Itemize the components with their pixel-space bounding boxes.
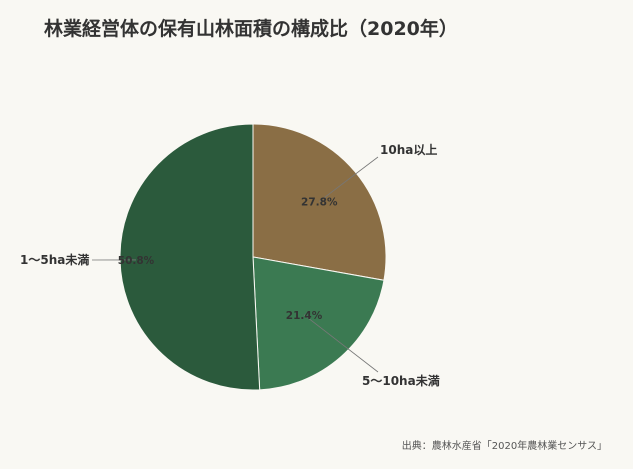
slice-percent-label: 21.4%	[286, 310, 323, 322]
pie-slice-1	[252, 123, 387, 281]
slice-category-label: 5〜10ha未満	[362, 373, 440, 388]
pie-labels: 27.8% 10ha以上 21.4% 5〜10ha未満 50.8% 1〜5ha未満	[20, 142, 440, 388]
slice-category-label: 1〜5ha未満	[20, 252, 89, 267]
chart-title: 林業経営体の保有山林面積の構成比（2020年）	[44, 18, 458, 40]
leader-line-1	[319, 156, 379, 202]
slice-category-label: 10ha以上	[380, 142, 437, 157]
leader-line-2	[303, 314, 379, 373]
slice-percent-label: 27.8%	[301, 196, 338, 208]
slice-percent-label: 50.8%	[118, 255, 155, 267]
pie-slice-2	[252, 256, 385, 391]
source-note: 出典：農林水産省「2020年農林業センサス」	[401, 441, 607, 452]
pie-slices	[119, 123, 387, 391]
